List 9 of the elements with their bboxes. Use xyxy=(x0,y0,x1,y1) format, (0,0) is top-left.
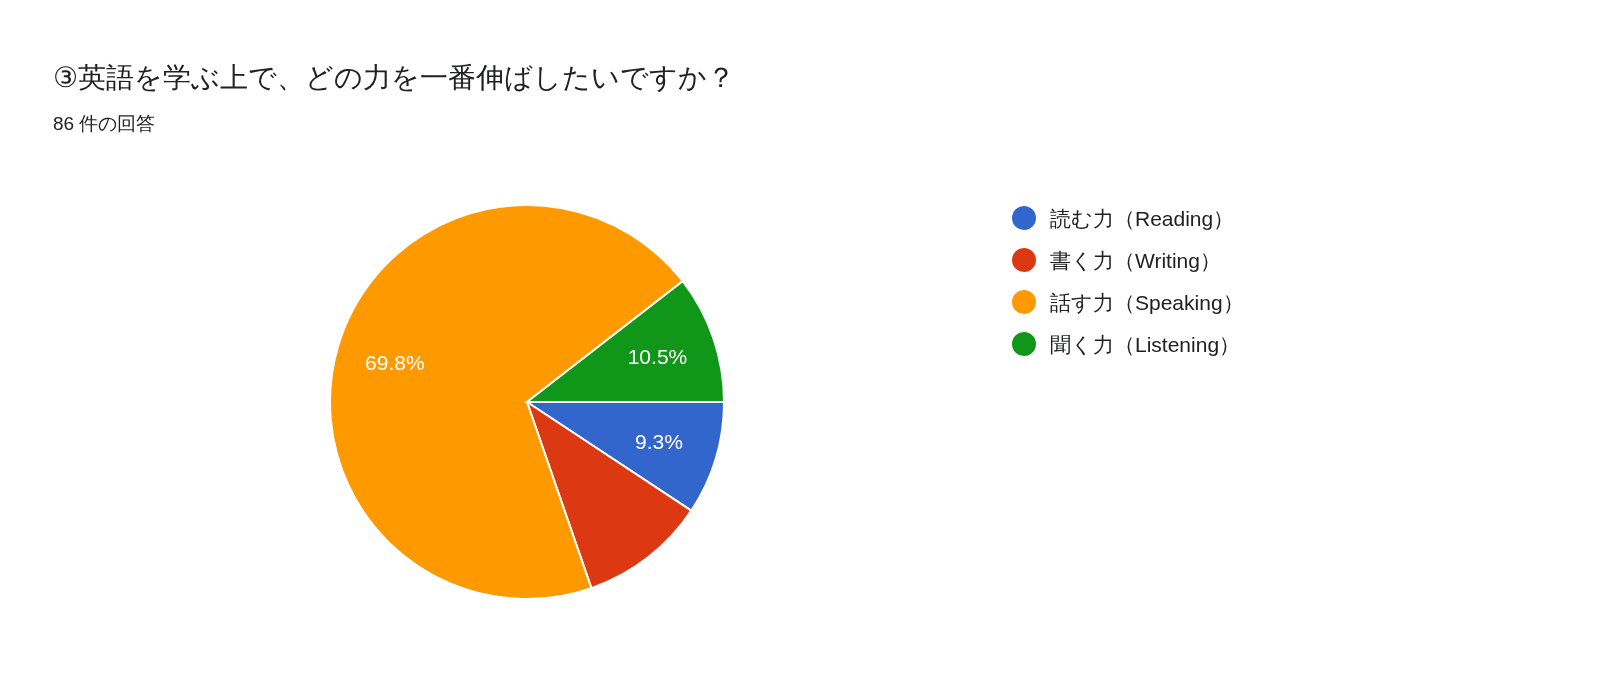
data-label: 9.3% xyxy=(635,429,683,453)
legend-label: 話す力（Speaking） xyxy=(1050,291,1244,314)
chart-title: ③英語を学ぶ上で、どの力を一番伸ばしたいですか？ xyxy=(53,62,736,93)
data-label: 10.5% xyxy=(627,345,688,369)
legend-label: 聞く力（Listening） xyxy=(1050,333,1241,356)
legend-label: 書く力（Writing） xyxy=(1050,249,1221,272)
legend-label: 読む力（Reading） xyxy=(1050,207,1235,230)
text: 86 件の回答 xyxy=(53,113,156,134)
data-label: 69.8% xyxy=(365,350,425,374)
